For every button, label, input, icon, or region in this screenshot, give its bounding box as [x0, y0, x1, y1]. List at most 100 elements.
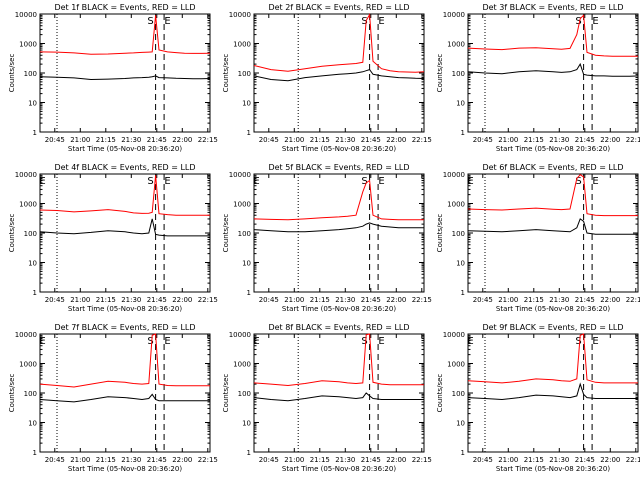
x-tick-label: 21:00	[284, 296, 304, 304]
panel-det-8: Det 8f BLACK = Events, RED = LLD 1 10 100 10…	[222, 323, 432, 473]
x-tick-label: 21:30	[121, 296, 141, 304]
x-tick-label: 20:45	[259, 136, 279, 144]
x-tick-label: 21:00	[70, 456, 90, 464]
x-tick-label: 20:45	[473, 456, 493, 464]
y-tick-label: 10	[242, 100, 251, 108]
y-tick-label: 1000	[447, 361, 465, 369]
x-tick-label: 20:45	[259, 456, 279, 464]
panel-title: Det 8f BLACK = Events, RED = LLD	[268, 323, 409, 332]
series-lld	[467, 174, 638, 217]
panel-det-9: Det 9f BLACK = Events, RED = LLD 1 10 100 10…	[436, 323, 640, 473]
plot-frame	[253, 333, 425, 453]
x-axis-label: Start Time (05-Nov-08 20:36:20)	[282, 465, 396, 473]
y-tick-label: 1	[461, 289, 465, 297]
x-tick-label: 22:00	[600, 296, 620, 304]
x-tick-label: 21:00	[284, 136, 304, 144]
x-tick-label: 22:15	[412, 296, 432, 304]
x-tick-label: 22:15	[626, 136, 640, 144]
y-tick-label: 1	[247, 289, 251, 297]
panel-title: Det 2f BLACK = Events, RED = LLD	[268, 3, 409, 12]
x-tick-label: 22:15	[412, 456, 432, 464]
y-tick-label: 1	[461, 129, 465, 137]
x-tick-label: 21:15	[524, 136, 544, 144]
interval-mark-S: S	[147, 336, 153, 347]
series-lld	[253, 13, 425, 73]
panel-title: Det 6f BLACK = Events, RED = LLD	[482, 163, 623, 172]
interval-mark-E: E	[164, 336, 170, 347]
y-tick-label: 1	[247, 129, 251, 137]
y-tick-label: 10	[456, 100, 465, 108]
interval-mark-E: E	[378, 336, 384, 347]
y-tick-label: 1	[33, 449, 37, 457]
series-events	[253, 222, 424, 233]
panel-det-5: Det 5f BLACK = Events, RED = LLD 1 10 100 10…	[222, 163, 432, 313]
x-tick-label: 21:45	[575, 296, 595, 304]
y-tick-label: 10000	[15, 331, 37, 339]
x-tick-label: 21:30	[549, 456, 569, 464]
x-tick-label: 21:45	[147, 456, 167, 464]
y-tick-label: 10	[28, 260, 37, 268]
interval-mark-E: E	[39, 336, 45, 347]
series-lld	[39, 15, 211, 55]
x-tick-label: 22:00	[386, 136, 406, 144]
interval-mark-S: S	[361, 176, 367, 187]
x-tick-label: 21:45	[361, 296, 381, 304]
panel-title: Det 7f BLACK = Events, RED = LLD	[54, 323, 195, 332]
y-tick-label: 10000	[443, 171, 465, 179]
x-tick-label: 21:15	[310, 296, 330, 304]
x-tick-label: 21:45	[361, 456, 381, 464]
plot-frame	[467, 333, 639, 453]
x-tick-label: 21:15	[524, 456, 544, 464]
x-tick-label: 22:00	[172, 296, 192, 304]
interval-mark-E: E	[467, 336, 473, 347]
y-tick-label: 10000	[443, 11, 465, 19]
y-tick-label: 10000	[15, 11, 37, 19]
x-axis-label: Start Time (05-Nov-08 20:36:20)	[68, 145, 182, 153]
interval-mark-E: E	[253, 336, 259, 347]
x-axis-label: Start Time (05-Nov-08 20:36:20)	[282, 145, 396, 153]
x-tick-label: 21:15	[96, 456, 116, 464]
interval-mark-E: E	[253, 176, 259, 187]
y-tick-label: 10000	[229, 11, 251, 19]
series-lld	[253, 333, 424, 387]
x-tick-label: 21:45	[147, 136, 167, 144]
x-tick-label: 20:45	[45, 296, 65, 304]
interval-mark-E: E	[467, 176, 473, 187]
panel-det-1: Det 1f BLACK = Events, RED = LLD 1 10 100 10…	[8, 3, 218, 153]
x-axis-label: Start Time (05-Nov-08 20:36:20)	[68, 465, 182, 473]
x-tick-label: 22:15	[198, 456, 218, 464]
y-tick-label: 100	[24, 70, 37, 78]
x-tick-label: 22:00	[172, 136, 192, 144]
x-axis-label: Start Time (05-Nov-08 20:36:20)	[496, 465, 610, 473]
plot-frame	[39, 13, 211, 133]
x-tick-label: 22:15	[626, 456, 640, 464]
y-tick-label: 100	[24, 230, 37, 238]
plot-frame	[467, 173, 639, 293]
interval-mark-E: E	[592, 336, 598, 347]
x-tick-label: 20:45	[473, 296, 493, 304]
interval-mark-S: S	[575, 16, 581, 27]
y-axis-label: Counts/sec	[222, 214, 230, 253]
y-tick-label: 1000	[19, 361, 37, 369]
y-tick-label: 1000	[19, 201, 37, 209]
series-lld	[39, 333, 210, 388]
x-tick-label: 21:45	[575, 456, 595, 464]
x-tick-label: 22:15	[198, 136, 218, 144]
x-tick-label: 21:00	[498, 136, 518, 144]
y-tick-label: 1000	[447, 201, 465, 209]
y-tick-label: 100	[238, 390, 251, 398]
x-tick-label: 22:00	[386, 296, 406, 304]
y-tick-label: 1000	[233, 361, 251, 369]
y-tick-label: 10000	[443, 331, 465, 339]
y-tick-label: 1000	[447, 41, 465, 49]
x-tick-label: 21:30	[335, 296, 355, 304]
y-tick-label: 10	[456, 420, 465, 428]
y-tick-label: 10	[28, 420, 37, 428]
interval-mark-S: S	[575, 176, 581, 187]
y-tick-label: 10	[456, 260, 465, 268]
interval-mark-S: S	[361, 16, 367, 27]
x-tick-label: 22:15	[626, 296, 640, 304]
y-tick-label: 1	[33, 129, 37, 137]
x-tick-label: 21:15	[96, 296, 116, 304]
